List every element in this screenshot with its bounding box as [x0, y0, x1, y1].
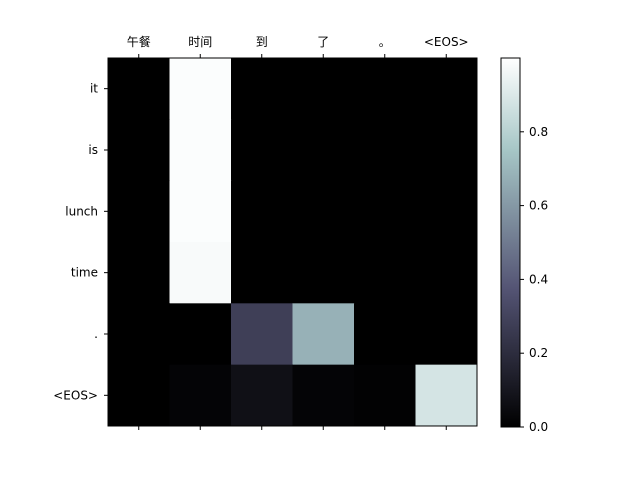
heatmap-cell: [292, 241, 355, 304]
y-tick-label: it: [90, 82, 98, 96]
heatmap-cell: [292, 119, 355, 182]
x-tick-label: 时间: [188, 35, 212, 49]
heatmap-cell: [292, 58, 355, 120]
y-tick-label: lunch: [65, 204, 98, 218]
x-tick-label: <EOS>: [424, 35, 469, 49]
x-tick-label: 。: [379, 35, 391, 49]
colorbar-tick-label: 0.4: [529, 272, 548, 286]
colorbar-tick-label: 0.2: [529, 346, 548, 360]
x-tick-label: 了: [317, 35, 329, 49]
heatmap-cell: [169, 364, 232, 427]
heatmap-cell: [231, 58, 293, 120]
heatmap-cell: [354, 180, 416, 243]
heatmap-cell: [354, 303, 416, 366]
heatmap-cell: [415, 364, 478, 427]
heatmap-cell: [169, 58, 232, 120]
heatmap-cell: [292, 364, 355, 427]
colorbar-tick-label: 0.8: [529, 125, 548, 139]
heatmap-cell: [354, 364, 416, 427]
heatmap-cell: [169, 119, 232, 182]
heatmap-cell: [354, 58, 416, 120]
heatmap-cell: [354, 119, 416, 182]
heatmap-cell: [415, 241, 478, 304]
heatmap-cell: [108, 303, 170, 366]
heatmap-cell: [231, 180, 293, 243]
heatmap-cell: [169, 180, 232, 243]
heatmap-cell: [108, 180, 170, 243]
heatmap-cell: [169, 303, 232, 366]
x-tick-label: 午餐: [127, 34, 151, 49]
y-tick-label: .: [94, 327, 98, 341]
colorbar: 0.0 0.2 0.4 0.6 0.8: [500, 57, 548, 434]
y-tick-label: <EOS>: [53, 388, 98, 402]
y-tick-label: time: [71, 266, 98, 280]
heatmap-cell: [415, 303, 478, 366]
heatmap-cell: [108, 58, 170, 120]
colorbar-gradient: [500, 57, 521, 428]
heatmap-cell: [108, 119, 170, 182]
x-tick-label: 到: [256, 35, 268, 49]
heatmap-cell: [231, 364, 293, 427]
heatmap-cell: [292, 303, 355, 366]
heatmap-plot: [107, 57, 478, 427]
heatmap-cell: [231, 303, 293, 366]
heatmap-cell: [108, 241, 170, 304]
plot-frame: [107, 57, 478, 427]
colorbar-tick-label: 0.0: [529, 420, 548, 434]
x-axis-ticks: 午餐 时间 到 了 。 <EOS>: [127, 34, 469, 430]
heatmap-cell: [169, 241, 232, 304]
heatmap-cell: [354, 241, 416, 304]
heatmap-cell: [292, 180, 355, 243]
heatmap-cell: [231, 119, 293, 182]
heatmap-cell: [415, 119, 478, 182]
heatmap-cell: [415, 180, 478, 243]
heatmap-cell: [108, 364, 170, 427]
y-axis-ticks: it is lunch time. <EOS>: [53, 82, 108, 402]
y-tick-label: is: [88, 143, 98, 157]
heatmap-cell: [231, 241, 293, 304]
colorbar-tick-label: 0.6: [529, 199, 548, 213]
heatmap-cell: [415, 58, 478, 120]
